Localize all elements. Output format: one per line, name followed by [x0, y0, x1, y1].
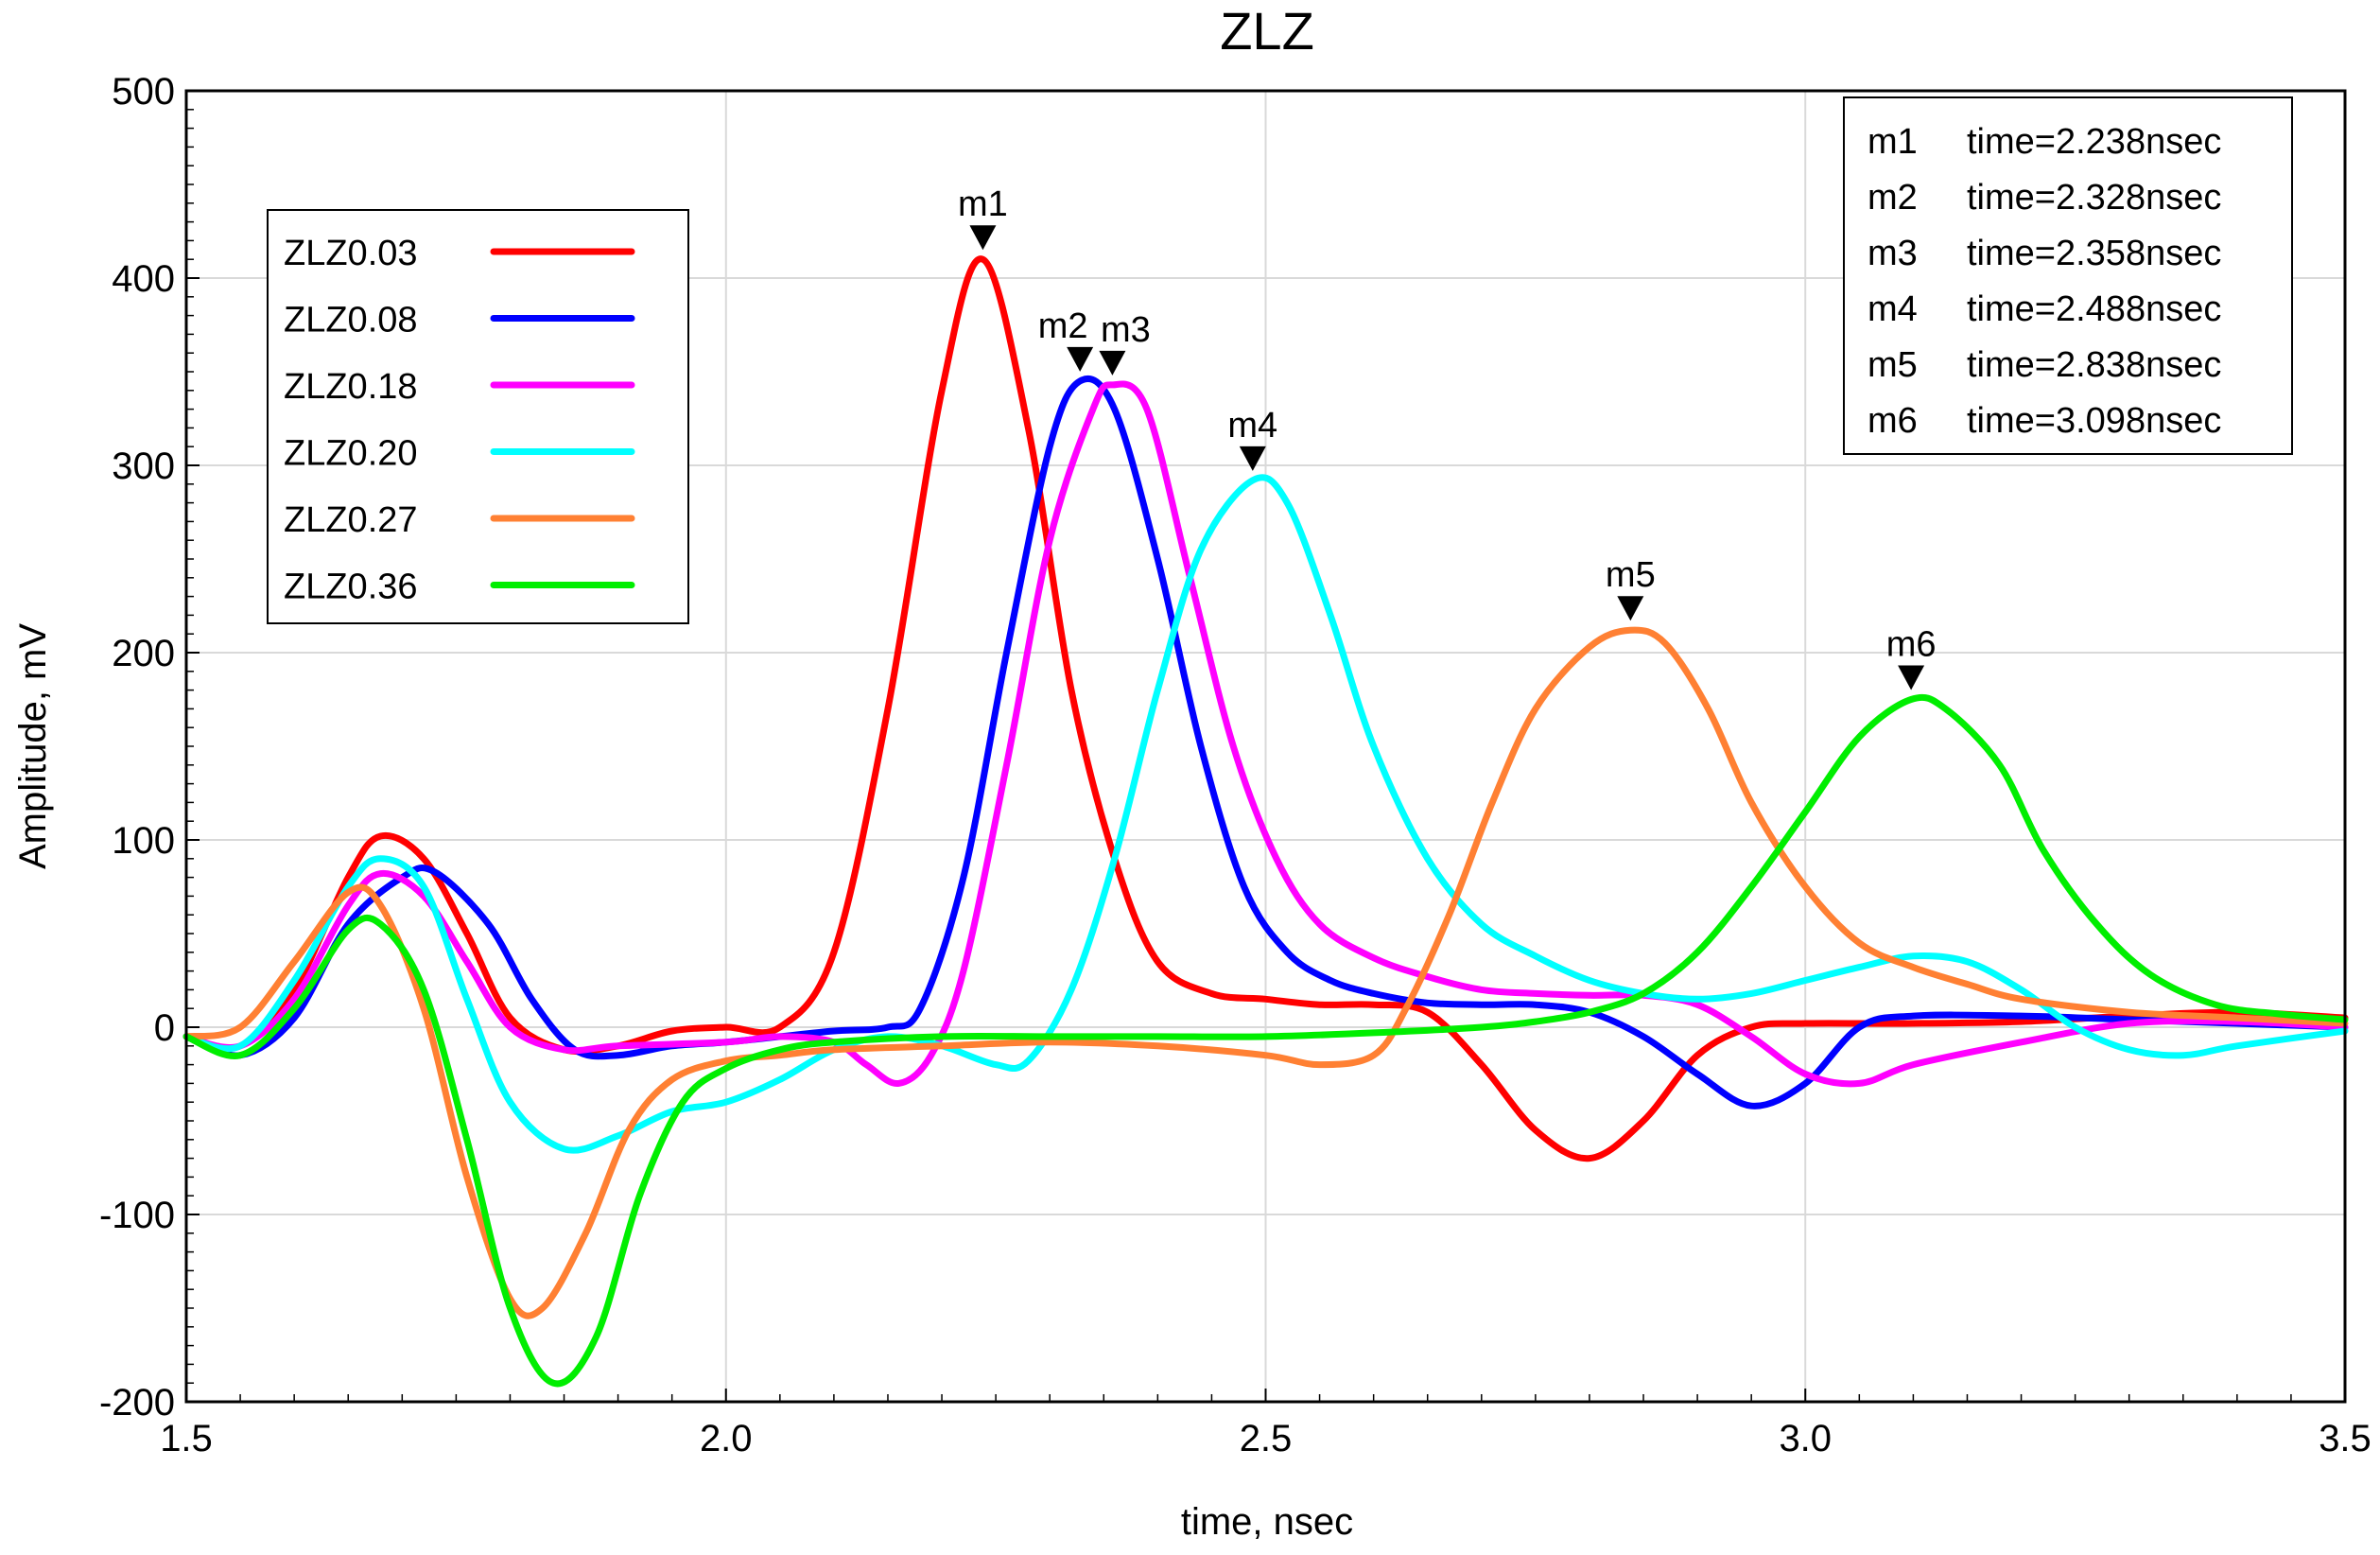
- legend-box: [267, 209, 689, 624]
- marker-label: m3: [1101, 310, 1151, 350]
- marker-label: m4: [1227, 406, 1277, 446]
- x-axis: 1.5 2.0 2.5 3.0 3.5: [160, 1389, 2371, 1459]
- legend-label: ZLZ0.27: [284, 500, 418, 540]
- y-tick-label: -200: [99, 1382, 175, 1424]
- x-axis-label: time, nsec: [1181, 1501, 1353, 1543]
- marker-table-label: m3: [1868, 234, 1918, 273]
- legend-label: ZLZ0.20: [284, 434, 418, 474]
- marker-label: m6: [1886, 625, 1937, 665]
- legend: ZLZ0.03 ZLZ0.08 ZLZ0.18 ZLZ0.20 ZLZ0.27 ZLZ0.…: [267, 209, 689, 624]
- marker-table-value: time=2.358nsec: [1967, 234, 2221, 273]
- marker-table-value: time=2.238nsec: [1967, 122, 2221, 162]
- marker-triangle-icon: [1099, 350, 1126, 376]
- marker-table-box: [1843, 96, 2293, 455]
- series-line-zlz0-18: [182, 380, 2349, 1088]
- x-tick-label: 3.0: [1779, 1418, 1832, 1459]
- series-line-zlz0-03: [182, 255, 2349, 1162]
- y-tick-label: -100: [99, 1195, 175, 1236]
- marker-table-label: m2: [1868, 178, 1918, 218]
- y-axis-label: Amplitude, mV: [12, 623, 54, 869]
- y-tick-label: 300: [112, 446, 175, 487]
- marker-label: m5: [1606, 555, 1656, 595]
- chart-title: ZLZ: [1220, 1, 1314, 61]
- x-tick-label: 1.5: [160, 1418, 213, 1459]
- y-tick-label: 0: [154, 1007, 175, 1049]
- marker-table-value: time=2.838nsec: [1967, 345, 2221, 385]
- marker-table-value: time=3.098nsec: [1967, 401, 2221, 441]
- marker-label: m2: [1038, 306, 1088, 346]
- marker-table-value: time=2.488nsec: [1967, 289, 2221, 329]
- series-line-zlz0-36: [182, 693, 2349, 1388]
- y-tick-label: 200: [112, 633, 175, 674]
- marker-table-label: m6: [1868, 401, 1918, 441]
- marker-triangle-icon: [969, 225, 997, 251]
- plot-frame: [184, 89, 2347, 1404]
- y-tick-label: 500: [112, 71, 175, 113]
- marker-table-value: time=2.328nsec: [1967, 178, 2221, 218]
- x-tick-label: 2.5: [1240, 1418, 1293, 1459]
- markers: m1 m2 m3 m4 m5 m6: [958, 184, 1937, 690]
- legend-label: ZLZ0.18: [284, 367, 418, 407]
- marker-triangle-icon: [1067, 346, 1094, 372]
- plot-lines: [182, 255, 2349, 1388]
- marker-triangle-icon: [1239, 446, 1266, 471]
- y-tick-label: 100: [112, 820, 175, 862]
- x-tick-label: 3.5: [2319, 1418, 2371, 1459]
- legend-label: ZLZ0.08: [284, 301, 418, 341]
- marker-triangle-icon: [1898, 665, 1925, 690]
- y-axis: -200 -100 0 100 200 300 400 500: [99, 71, 200, 1424]
- series-line-zlz0-08: [182, 375, 2349, 1109]
- legend-label: ZLZ0.36: [284, 568, 418, 607]
- y-tick-label: 400: [112, 258, 175, 300]
- marker-triangle-icon: [1617, 596, 1644, 621]
- series-line-zlz0-27: [182, 626, 2349, 1319]
- legend-label: ZLZ0.03: [284, 234, 418, 273]
- marker-label: m1: [958, 184, 1008, 224]
- marker-table: m1 time=2.238nsec m2 time=2.328nsec m3 time=2…: [1843, 96, 2293, 455]
- marker-table-label: m5: [1868, 345, 1918, 385]
- marker-table-label: m4: [1868, 289, 1918, 329]
- marker-table-label: m1: [1868, 122, 1918, 162]
- x-tick-label: 2.0: [700, 1418, 753, 1459]
